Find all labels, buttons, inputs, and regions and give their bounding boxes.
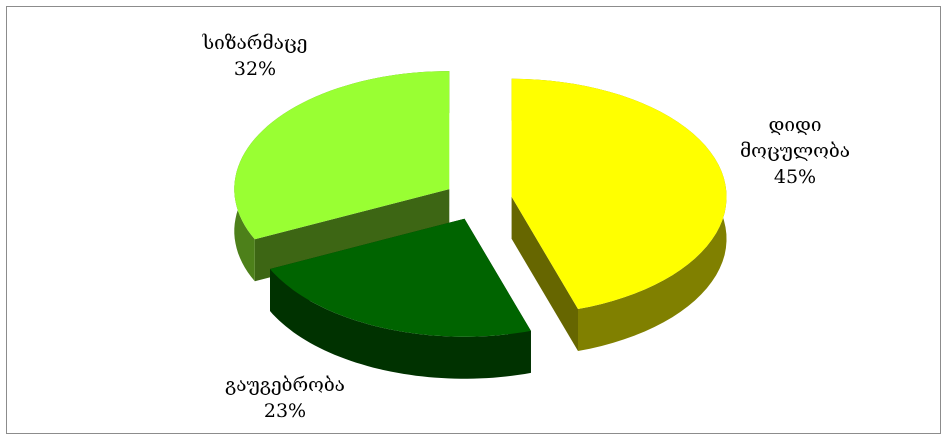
slice-side xyxy=(511,196,578,351)
slice xyxy=(270,218,531,337)
slice-side xyxy=(254,189,450,282)
category-label: გაუგებრობა xyxy=(225,374,345,396)
category-label: სიზარმაცე xyxy=(202,32,308,54)
data-label: გაუგებრობა 23% xyxy=(195,372,375,424)
chart-frame xyxy=(6,6,941,434)
slice xyxy=(511,78,727,309)
value-label: 45% xyxy=(773,166,817,188)
slice xyxy=(234,71,450,240)
value-label: 23% xyxy=(263,400,307,422)
value-label: 32% xyxy=(233,58,277,80)
data-label: დიდი მოცულობა 45% xyxy=(720,112,870,190)
slice-side xyxy=(270,269,531,379)
data-label: სიზარმაცე 32% xyxy=(165,30,345,82)
category-label: დიდი მოცულობა xyxy=(740,114,850,162)
